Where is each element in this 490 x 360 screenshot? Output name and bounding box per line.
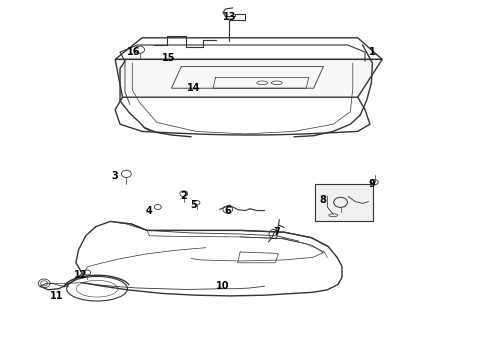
Text: 5: 5 (190, 200, 197, 210)
Text: 6: 6 (224, 206, 231, 216)
Text: 12: 12 (74, 270, 88, 280)
Text: 13: 13 (222, 12, 236, 22)
Text: 15: 15 (162, 53, 176, 63)
Text: 11: 11 (49, 291, 63, 301)
Text: 14: 14 (187, 83, 200, 93)
Text: 16: 16 (127, 47, 141, 57)
Text: 4: 4 (146, 206, 153, 216)
Text: 7: 7 (273, 227, 280, 237)
FancyBboxPatch shape (315, 184, 373, 221)
Text: 9: 9 (368, 179, 375, 189)
Polygon shape (115, 59, 382, 97)
Text: 2: 2 (180, 191, 187, 201)
Text: 1: 1 (369, 47, 376, 57)
Text: 3: 3 (112, 171, 119, 181)
Text: 8: 8 (319, 195, 326, 205)
Text: 10: 10 (216, 281, 230, 291)
